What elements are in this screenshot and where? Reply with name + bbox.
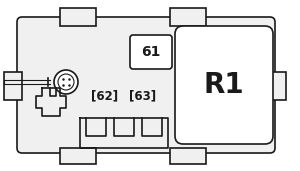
Text: [63]: [63] (129, 89, 157, 102)
Bar (170, 148, 206, 164)
FancyBboxPatch shape (17, 17, 275, 153)
FancyBboxPatch shape (130, 35, 172, 69)
Text: [62]: [62] (92, 89, 118, 102)
Bar (170, 8, 206, 26)
Text: 61: 61 (141, 45, 161, 59)
Text: R1: R1 (204, 71, 244, 99)
Bar (268, 72, 286, 100)
Bar (60, 148, 96, 164)
Circle shape (58, 74, 74, 90)
FancyBboxPatch shape (175, 26, 273, 144)
Bar (4, 72, 22, 100)
Bar (60, 8, 96, 26)
Circle shape (54, 70, 78, 94)
